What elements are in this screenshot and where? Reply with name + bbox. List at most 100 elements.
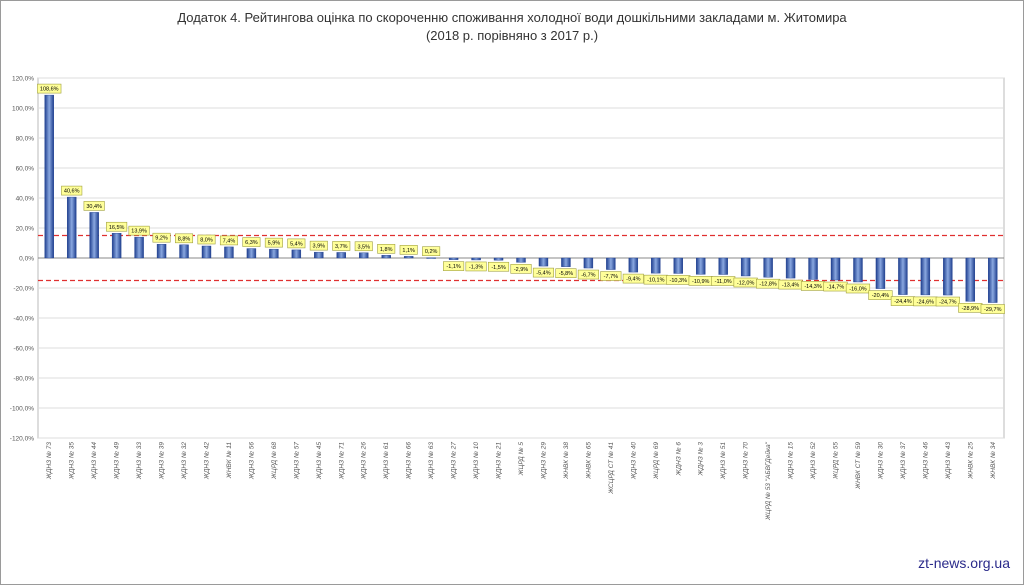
x-tick-label: ЖДНЗ № 61 (383, 442, 390, 480)
bar (808, 257, 818, 280)
x-tick-label: ЖЦРД № 5 (518, 442, 525, 477)
x-tick-label: ЖНВК № 38 (563, 442, 570, 480)
data-label-box (377, 244, 396, 254)
bar (179, 244, 189, 259)
data-label: 8,8% (175, 233, 194, 244)
x-tick-label: ЖНВК № 11 (226, 442, 233, 480)
bar (538, 257, 549, 267)
data-label-text: -14,3% (804, 284, 822, 290)
data-label: -5,8% (555, 268, 577, 279)
bar (830, 257, 841, 281)
bar (246, 248, 257, 259)
x-tick-label: ЖДНЗ № 32 (181, 442, 188, 480)
data-label-box (128, 225, 150, 236)
bar (44, 94, 54, 259)
data-label-text: 6,3% (245, 240, 258, 246)
data-label: 3,5% (354, 241, 373, 252)
data-label: -1,1% (443, 261, 465, 271)
data-label-text: -20,4% (872, 293, 890, 299)
bar (493, 257, 504, 261)
data-label-text: -10,9% (692, 279, 710, 285)
data-label: -7,7% (600, 271, 622, 281)
data-label-text: -10,1% (647, 278, 665, 284)
data-label-box (309, 240, 328, 251)
data-label-box (399, 245, 418, 255)
x-tick-label: ЖДНЗ № 35 (69, 442, 76, 480)
bar (628, 257, 639, 273)
bar (875, 257, 886, 289)
bar (381, 255, 391, 259)
data-label-box (106, 221, 128, 232)
bar (471, 257, 481, 261)
x-tick-label: ЖДНЗ № 66 (406, 442, 413, 480)
data-label: 9,2% (152, 232, 171, 243)
x-tick-label: ЖНВК № 65 (585, 442, 592, 480)
data-label-box (980, 304, 1005, 314)
data-label: -1,5% (487, 261, 510, 272)
data-label-text: -13,4% (782, 283, 800, 289)
data-label-box (577, 269, 599, 280)
x-tick-label: ЖДНЗ № 21 (496, 442, 503, 480)
data-label-text: -29,7% (984, 307, 1002, 313)
data-label-text: -1,3% (469, 264, 483, 270)
x-tick-label: ЖДНЗ № 73 (46, 442, 53, 480)
data-label-text: 9,2% (155, 236, 168, 242)
data-label-text: 0,2% (425, 249, 438, 255)
data-label: -29,7% (980, 304, 1005, 314)
bar (426, 257, 436, 259)
data-label-text: 5,4% (290, 241, 303, 247)
data-label-text: -1,5% (491, 265, 505, 271)
data-label-box (465, 261, 487, 272)
data-label-box (175, 233, 194, 244)
data-label-text: 3,5% (357, 244, 370, 250)
data-label-box (845, 283, 871, 294)
y-tick-label: -100,0% (10, 406, 34, 413)
data-label: -24,6% (913, 296, 938, 307)
bar (66, 196, 77, 259)
data-label-text: -24,4% (894, 299, 912, 305)
data-label-box (622, 273, 644, 284)
data-label: -28,9% (958, 303, 983, 313)
data-label: -24,4% (890, 296, 916, 306)
bar (920, 257, 931, 296)
data-label-text: -24,6% (917, 299, 935, 305)
y-tick-label: 100,0% (12, 106, 34, 113)
chart-title-block: Додаток 4. Рейтингова оцінка по скорочен… (0, 9, 1024, 45)
data-label-box (242, 237, 261, 247)
bar (853, 257, 863, 283)
bar (134, 236, 144, 259)
x-tick-label: ЖДНЗ № 51 (720, 442, 727, 480)
data-label-text: -12,8% (759, 282, 777, 288)
x-tick-label: ЖДНЗ № 46 (922, 442, 929, 480)
data-label: 40,6% (61, 185, 83, 196)
data-label: -9,4% (622, 273, 644, 284)
data-label-text: 1,8% (380, 247, 393, 253)
x-tick-label: ЖДНЗ № 30 (877, 442, 884, 480)
data-label: -20,4% (868, 290, 893, 300)
data-label-box (868, 290, 893, 300)
data-label: -10,9% (688, 276, 713, 286)
data-label: 5,4% (287, 238, 306, 249)
x-tick-label: ЖДНЗ № 26 (361, 442, 368, 480)
data-label: -13,4% (778, 279, 803, 290)
data-label-text: -5,4% (536, 271, 550, 277)
data-label-text: 30,4% (86, 204, 102, 210)
bar (763, 257, 773, 278)
x-tick-label: ЖЦРД № 68 (271, 442, 278, 480)
data-label: 5,9% (264, 237, 283, 248)
data-label-box (332, 241, 351, 251)
data-label-box (219, 235, 238, 246)
x-tick-label: ЖДНЗ № 63 (428, 442, 435, 480)
data-label: -12,8% (756, 278, 781, 289)
data-label-text: -12,0% (737, 281, 755, 287)
bar (651, 257, 661, 274)
y-tick-label: 20,0% (16, 226, 35, 233)
chart-subtitle: (2018 р. порівняно з 2017 р.) (425, 28, 599, 43)
x-tick-label: ЖДНЗ № 44 (91, 442, 98, 480)
x-tick-label: ЖДНЗ № 42 (203, 442, 210, 480)
x-tick-label: ЖНВК № 25 (967, 442, 974, 480)
data-label: -5,4% (532, 267, 555, 278)
data-label: 3,9% (309, 240, 328, 251)
data-label: 1,8% (377, 244, 396, 254)
bar (516, 257, 526, 263)
